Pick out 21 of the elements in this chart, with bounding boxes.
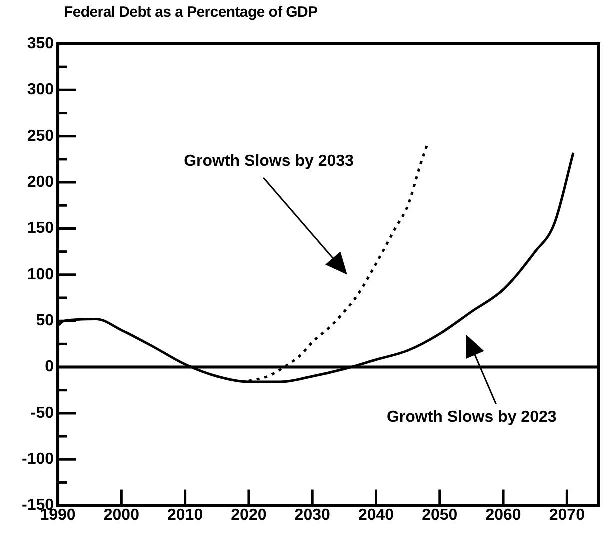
y-tick-label: 100	[27, 266, 54, 284]
x-tick-label: 2050	[422, 506, 458, 524]
chart-title: Federal Debt as a Percentage of GDP	[64, 4, 318, 21]
annotation: Growth Slows by 2023	[386, 409, 557, 428]
x-tick-label: 2040	[358, 506, 394, 524]
y-tick-label: 200	[27, 174, 54, 191]
x-tick-label: 2030	[294, 506, 330, 524]
y-tick-label: 350	[27, 35, 54, 52]
y-tick-label: -50	[30, 404, 54, 422]
y-tick-label: 0	[45, 358, 54, 376]
y-tick-label: 300	[27, 82, 54, 99]
x-tick-label: 2020	[231, 506, 267, 524]
x-tick-label: 2070	[549, 506, 586, 524]
x-tick-label: 2010	[168, 506, 204, 524]
y-tick-label: -100	[22, 451, 54, 468]
y-tick-label: 250	[27, 128, 54, 145]
x-tick-label: 2060	[486, 506, 522, 524]
y-tick-label: 50	[36, 312, 54, 330]
y-tick-label: 150	[27, 220, 54, 238]
annotation: Growth Slows by 2033	[184, 152, 354, 171]
x-tick-label: 2000	[104, 506, 140, 524]
